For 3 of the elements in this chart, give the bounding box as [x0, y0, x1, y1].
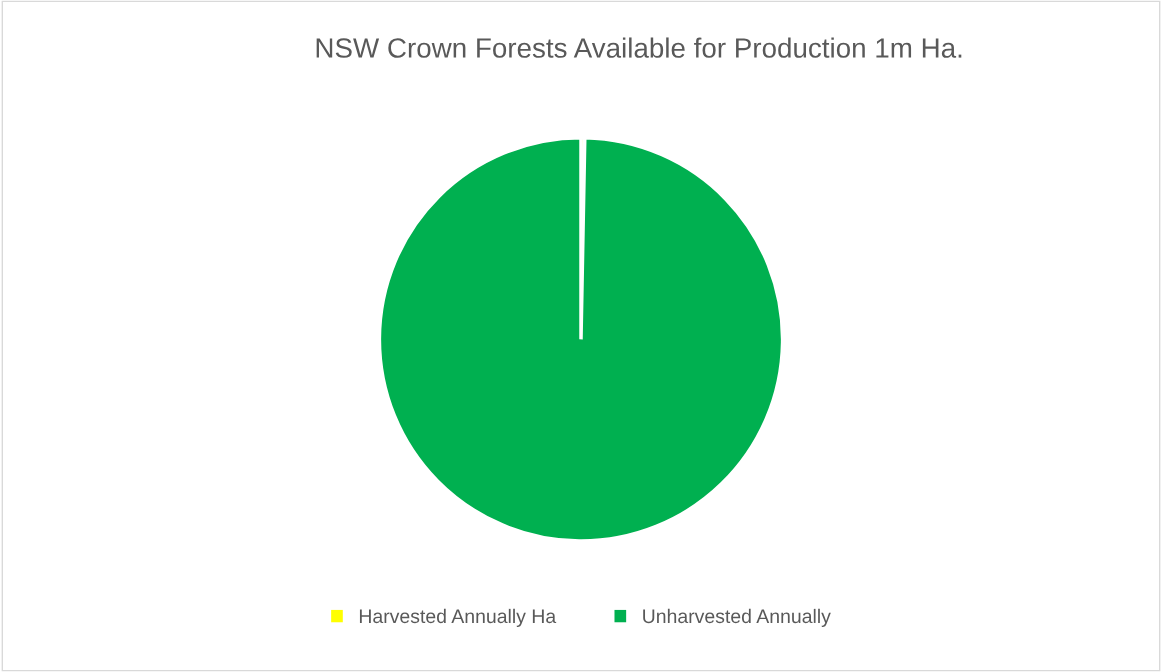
legend-label: Unharvested Annually: [643, 608, 831, 627]
chart-title: NSW Crown Forests Available for Production 1m Ha.: [316, 37, 962, 58]
legend-label: Harvested Annually Ha: [359, 608, 557, 627]
